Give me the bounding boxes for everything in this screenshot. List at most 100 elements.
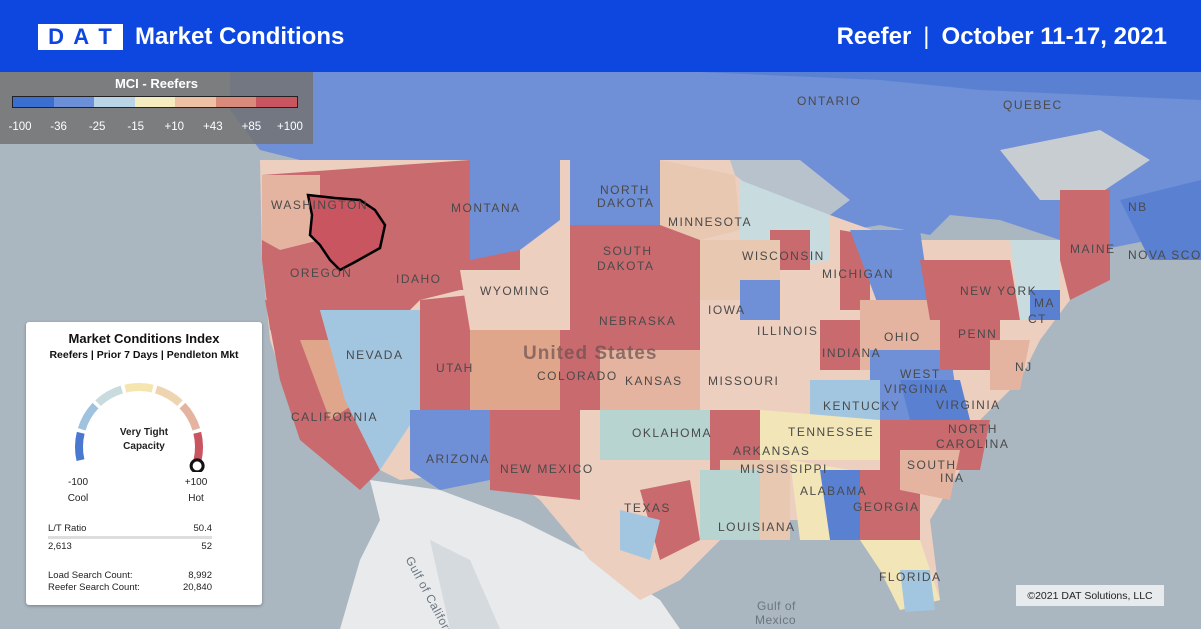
label-illinois: ILLINOIS: [757, 324, 819, 338]
label-penn: PENN: [958, 327, 998, 341]
legend-tick-1: -36: [50, 121, 67, 133]
header-info: Reefer | October 11-17, 2021: [837, 23, 1167, 51]
baja-gulf: [430, 540, 500, 629]
label-north-dakota-1: NORTH: [600, 183, 650, 197]
label-louisiana: LOUISIANA: [718, 520, 796, 534]
region-oklahoma: [600, 410, 710, 460]
label-north-carolina-2: CAROLINA: [936, 437, 1010, 451]
region-louisiana-west: [700, 470, 760, 540]
label-ohio: OHIO: [884, 330, 921, 344]
gauge-segment-0: [75, 431, 85, 462]
gauge-indicator: [189, 458, 205, 472]
label-south-carolina-2: INA: [940, 471, 965, 485]
region-colorado: [470, 330, 560, 410]
lt-ratio-label: L/T Ratio: [48, 523, 87, 534]
label-arkansas: ARKANSAS: [733, 444, 811, 458]
gauge-segment-1: [77, 402, 99, 431]
region-texas-blue: [620, 510, 660, 560]
map-svg: [0, 72, 1201, 629]
header-title: Market Conditions: [135, 23, 345, 50]
label-kentucky: KENTUCKY: [823, 399, 901, 413]
label-west-virginia-2: VIRGINIA: [884, 382, 949, 396]
legend-tick-4: +10: [164, 121, 185, 133]
label-wyoming: WYOMING: [480, 284, 551, 298]
legend-color-bar: [12, 96, 298, 108]
label-michigan: MICHIGAN: [822, 267, 894, 281]
region-arkansas-west: [710, 410, 760, 470]
legend-swatch-1: [53, 97, 95, 107]
legend-tick-6: +85: [241, 121, 262, 133]
load-search-row: Load Search Count: 8,992: [48, 570, 212, 581]
legend-tick-0: -100: [8, 121, 32, 133]
region-virginia: [900, 380, 970, 420]
label-south-dakota-2: DAKOTA: [597, 259, 655, 273]
region-wyoming: [460, 270, 570, 330]
canada-north: [700, 72, 1201, 100]
legend-tick-7: +100: [277, 121, 303, 133]
legend-tick-3: -15: [127, 121, 145, 133]
label-indiana: INDIANA: [822, 346, 882, 360]
gauge-max: +100 Hot: [176, 476, 216, 505]
gauge-status-line2: Capacity: [123, 441, 165, 452]
load-search-value: 8,992: [188, 570, 212, 581]
label-ontario: ONTARIO: [797, 94, 862, 108]
label-nb: NB: [1128, 200, 1148, 214]
lt-ratio-row: L/T Ratio 50.4: [48, 523, 212, 534]
gauge-min-label: Cool: [67, 493, 89, 504]
reefer-search-value: 20,840: [182, 582, 212, 593]
label-oregon: OREGON: [290, 266, 353, 280]
label-arizona: ARIZONA: [426, 452, 490, 466]
region-south-dakota: [570, 225, 700, 330]
logo-letter-a: A: [73, 24, 91, 49]
region-alabama: [820, 470, 870, 540]
region-kansas: [600, 350, 700, 410]
region-minnesota: [660, 160, 740, 240]
legend-swatch-2: [94, 97, 135, 107]
header-separator: |: [923, 23, 930, 50]
label-ct: CT: [1028, 312, 1047, 326]
label-north-carolina-1: NORTH: [948, 422, 998, 436]
region-montana-east: [470, 160, 560, 260]
region-arizona: [410, 410, 490, 490]
legend-tick-2: -25: [88, 121, 106, 133]
canada-region: [230, 72, 1201, 250]
load-search-label: Load Search Count:: [48, 570, 133, 581]
gauge-max-value: +100: [184, 477, 208, 488]
region-south-carolina: [900, 450, 960, 500]
label-colorado: COLORADO: [537, 369, 618, 383]
label-gulf-mexico-1: Gulf of: [757, 599, 796, 613]
logo-letter-d: D: [48, 24, 66, 49]
label-oklahoma: OKLAHOMA: [632, 426, 713, 440]
region-new-jersey: [990, 340, 1030, 390]
label-washington: WASHINGTON: [271, 198, 369, 212]
card-subtitle: Reefers | Prior 7 Days | Pendleton Mkt: [49, 349, 239, 361]
header-bar: D A T Market Conditions Reefer | October…: [0, 0, 1201, 72]
region-indiana: [820, 320, 870, 370]
reefer-search-label: Reefer Search Count:: [48, 582, 140, 593]
label-new-mexico: NEW MEXICO: [500, 462, 594, 476]
legend-swatch-0: [13, 97, 54, 107]
pendleton-market-outline[interactable]: [306, 193, 387, 272]
mci-legend: MCI - Reefers -100 -36 -25 -15 +10 +43 +85 +100: [0, 72, 313, 144]
region-florida-south: [900, 570, 935, 612]
dat-logo: D A T: [38, 24, 123, 50]
label-minnesota: MINNESOTA: [668, 215, 752, 229]
label-utah: UTAH: [436, 361, 474, 375]
label-south-dakota-1: SOUTH: [603, 244, 653, 258]
gauge-segment-4: [154, 385, 183, 407]
region-new-mexico: [490, 410, 580, 500]
label-georgia: GEORGIA: [853, 500, 920, 514]
gauge-status: Very Tight Capacity: [26, 426, 262, 454]
label-nebraska: NEBRASKA: [599, 314, 677, 328]
lt-ratio-bar: [48, 536, 212, 539]
market-map[interactable]: ONTARIO QUEBEC NB NOVA SCO WASHINGTON OR…: [0, 72, 1201, 629]
gauge-segment-3: [124, 383, 154, 393]
legend-swatch-4: [175, 97, 216, 107]
label-iowa: IOWA: [708, 303, 746, 317]
mexico-region: [340, 480, 680, 629]
canada-grey-2: [1000, 130, 1150, 200]
label-maine: MAINE: [1070, 242, 1116, 256]
logo-letter-t: T: [98, 24, 113, 49]
label-missouri: MISSOURI: [708, 374, 780, 388]
label-california: CALIFORNIA: [291, 410, 379, 424]
